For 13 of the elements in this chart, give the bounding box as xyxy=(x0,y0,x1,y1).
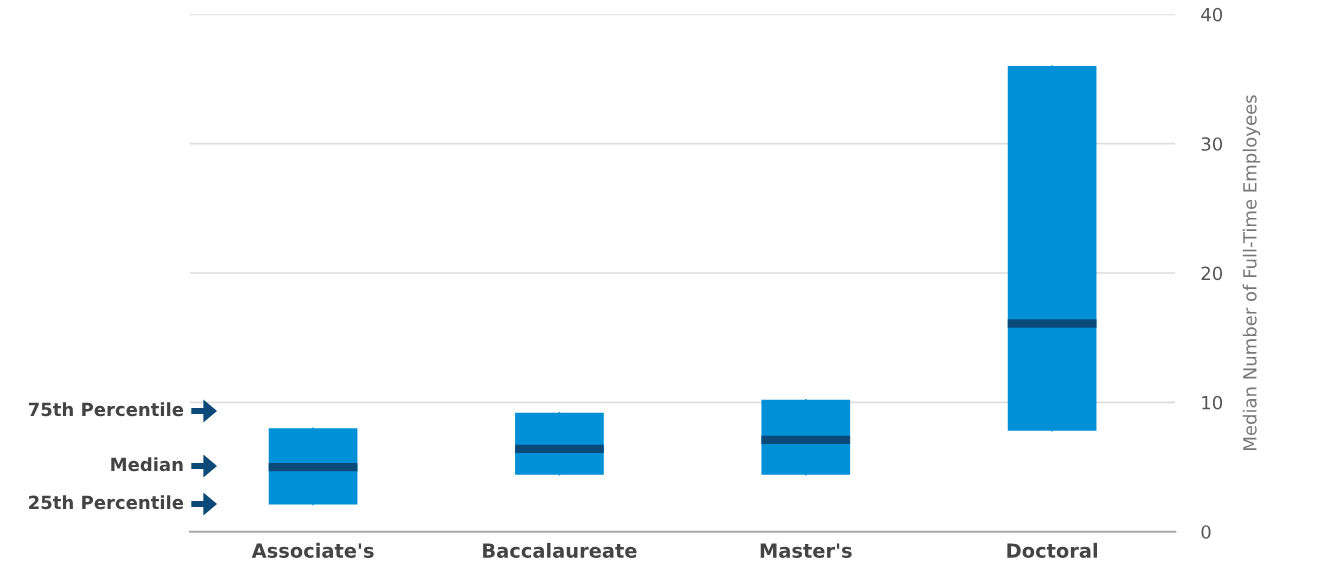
y-tick-label: 30 xyxy=(1201,137,1223,151)
text: 75th Percentile xyxy=(28,402,184,417)
x-tick-label: Master's xyxy=(760,543,852,558)
y-tick-label: 20 xyxy=(1201,266,1223,281)
text: 25th Percentile xyxy=(29,495,184,510)
y-tick-label: 10 xyxy=(1202,395,1223,410)
x-tick-label: Associate's xyxy=(251,542,374,558)
y-tick-label: 0 xyxy=(1201,525,1211,539)
y-tick-label: 40 xyxy=(1201,7,1223,22)
x-tick-label: Baccalaureate xyxy=(483,542,637,558)
x-tick-label: Doctoral xyxy=(1007,542,1097,558)
text: Median xyxy=(111,457,183,472)
y-axis-title: Median Number of Full-Time Employees xyxy=(1242,95,1261,450)
